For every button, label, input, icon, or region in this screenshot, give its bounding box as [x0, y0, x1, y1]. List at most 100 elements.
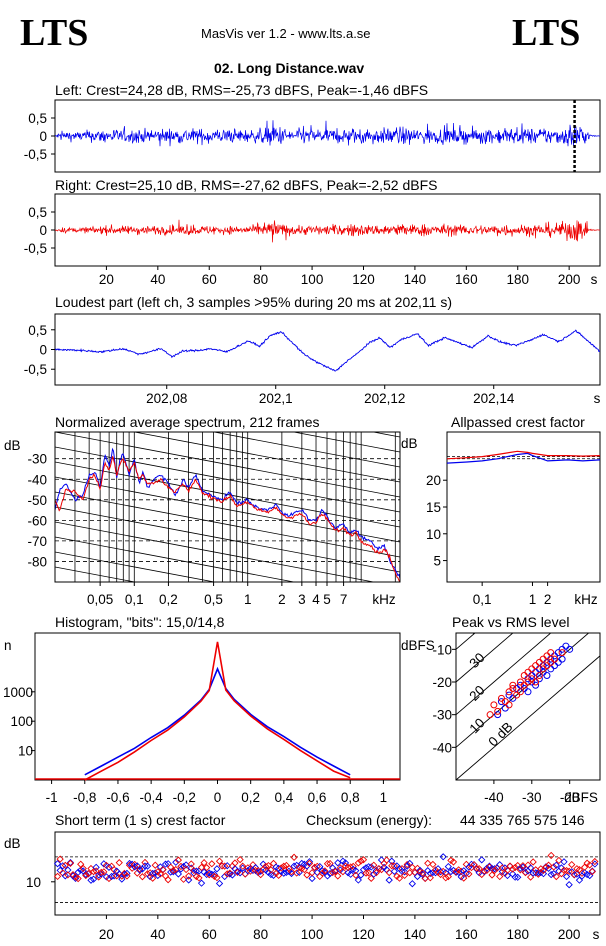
short-term-crest-right-point — [339, 868, 347, 876]
short-term-crest-right-point — [550, 863, 558, 871]
short-term-crest-left-point — [125, 859, 134, 868]
short-term-crest-right-point — [555, 856, 563, 865]
short-term-crest-right-point — [177, 862, 185, 871]
spectrum-ytick-label: -40 — [27, 472, 47, 487]
short-term-crest-right-point — [208, 860, 216, 868]
short-term-crest-left-point — [465, 863, 473, 871]
spectrum-xunit-label: kHz — [372, 592, 395, 607]
peak-rms-right-point — [524, 678, 532, 686]
short-term-crest-right-point — [444, 873, 452, 881]
right-waveform-xtick-label: 60 — [202, 272, 217, 287]
short-term-crest-right-point — [239, 862, 247, 870]
short-term-crest-left-point — [290, 862, 298, 870]
crest-factor-frame — [446, 431, 601, 583]
crest-factor-ytick-label: 10 — [426, 527, 441, 542]
peak-rms-left-point — [566, 645, 574, 653]
short-term-crest-right-point — [449, 858, 458, 866]
short-term-crest-right-point — [406, 869, 414, 877]
loudest-part-ytick-label: 0,5 — [28, 323, 47, 338]
short-term-crest-right-point — [552, 872, 560, 881]
peak-rms-left-point — [562, 642, 570, 650]
short-term-crest-left-point — [143, 862, 152, 870]
peak-rms-title: Peak vs RMS level — [452, 614, 570, 630]
short-term-crest-left-point — [241, 870, 249, 878]
histogram-ytick-label: 100 — [10, 714, 33, 729]
short-term-crest-right-point — [475, 865, 483, 873]
short-term-crest-right-point — [290, 853, 298, 861]
peak-rms-crest-line — [456, 633, 552, 716]
short-term-crest-right-point — [241, 870, 249, 878]
short-term-crest-left-point — [388, 857, 396, 865]
short-term-crest-right-point — [197, 863, 206, 872]
short-term-crest-right-point — [156, 870, 165, 878]
peak-rms-right-point — [505, 701, 513, 709]
short-term-crest-right-point — [591, 857, 599, 866]
short-term-crest-left-point — [560, 858, 568, 866]
short-term-crest-right-point — [190, 866, 198, 875]
peak-rms-ytick-label: -10 — [432, 642, 452, 657]
spectrum-slope-line — [55, 566, 137, 582]
short-term-crest-right-point — [382, 856, 391, 864]
app-title: MasVis ver 1.2 - www.lts.a.se — [201, 26, 371, 41]
short-term-crest-right-point — [277, 864, 285, 872]
short-term-crest-right-point — [329, 868, 337, 877]
short-term-crest-left-point — [244, 867, 252, 875]
short-term-crest-right-point — [179, 875, 188, 883]
short-term-crest-right-point — [200, 859, 208, 867]
short-term-crest-right-point — [442, 874, 450, 882]
spectrum-slope-line — [55, 491, 400, 558]
short-term-crest-right-point — [215, 857, 224, 865]
short-term-crest-right-point — [472, 864, 481, 872]
logo-left: LTS — [20, 12, 89, 54]
short-term-crest-left-point — [61, 872, 69, 880]
short-term-crest-right-point — [331, 867, 339, 876]
short-term-crest-right-point — [267, 866, 275, 874]
short-term-crest-right-point — [313, 862, 321, 870]
histogram-xtick-label: -0,2 — [173, 790, 196, 805]
peak-rms-right-point — [535, 671, 543, 679]
loudest-part-xtick-label: 202,12 — [364, 391, 405, 406]
short-term-crest-right-point — [521, 868, 530, 877]
short-term-crest-xtick-label: 140 — [404, 927, 427, 942]
right-waveform-xtick-label: 140 — [404, 272, 427, 287]
spectrum-slope-line — [55, 476, 400, 543]
right-waveform-xunit-label: s — [591, 272, 598, 287]
peak-rms-left-point — [554, 658, 562, 666]
histogram-left-trace — [84, 666, 351, 776]
spectrum-slope-line — [132, 432, 400, 483]
peak-rms-right-point — [558, 649, 566, 657]
peak-rms-right-point — [535, 658, 543, 666]
short-term-crest-left-point — [89, 875, 98, 883]
peak-rms-frame — [455, 632, 601, 781]
short-term-crest-right-point — [79, 864, 87, 873]
peak-rms-left-point — [547, 665, 555, 673]
short-term-crest-right-point — [105, 874, 113, 883]
peak-rms-right-point — [532, 678, 540, 686]
peak-rms-left-point — [494, 711, 502, 719]
short-term-crest-right-point — [578, 869, 586, 877]
short-term-crest-left-point — [357, 871, 365, 879]
short-term-crest-right-point — [203, 863, 211, 872]
short-term-crest-left-point — [154, 871, 162, 880]
spectrum-right-trace — [55, 456, 400, 582]
peak-rms-crest-line — [456, 633, 590, 748]
short-term-crest-right-point — [364, 869, 373, 877]
right-waveform-title: Right: Crest=25,10 dB, RMS=-27,62 dBFS, … — [55, 177, 438, 193]
spectrum-slope-line — [55, 506, 400, 573]
short-term-crest-left-point — [385, 876, 393, 884]
right-waveform-xtick-label: 20 — [99, 272, 114, 287]
short-term-crest-right-point — [138, 873, 147, 881]
spectrum-slope-line — [212, 432, 400, 468]
short-term-crest-right-point — [480, 867, 488, 875]
crest-factor-ytick-label: 20 — [426, 473, 441, 488]
crest-factor-ytick-label: 5 — [433, 554, 441, 569]
short-term-crest-left-point — [462, 869, 470, 877]
left-waveform-ytick-label: 0 — [39, 129, 47, 144]
short-term-crest-right-point — [164, 876, 172, 884]
short-term-crest-xtick-label: 160 — [455, 927, 478, 942]
right-waveform-trace — [54, 219, 600, 243]
short-term-crest-right-point — [146, 869, 154, 877]
short-term-crest-right-point — [213, 873, 221, 882]
spectrum-slope-line — [291, 432, 400, 453]
peak-rms-yunit: dBFS — [401, 638, 435, 653]
